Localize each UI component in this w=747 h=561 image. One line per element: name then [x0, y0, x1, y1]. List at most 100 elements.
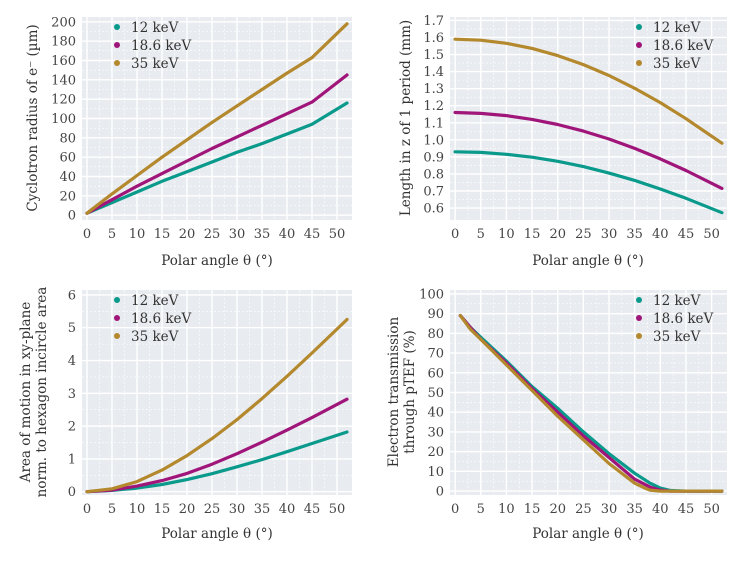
y-tick-label: 2 — [68, 420, 76, 435]
y-tick-label: 0 — [68, 209, 76, 224]
y-tick-label: 30 — [427, 425, 444, 440]
x-tick-label: 15 — [154, 502, 171, 517]
y-tick-label: 1.3 — [423, 82, 444, 97]
x-tick-label: 30 — [601, 502, 618, 517]
y-tick-label: 80 — [427, 327, 444, 342]
y-tick-label: 1.5 — [423, 48, 444, 63]
xlabel-length: Polar angle θ (°) — [532, 253, 643, 269]
y-tick-label: 70 — [427, 347, 444, 362]
xlabel-transmission: Polar angle θ (°) — [532, 526, 643, 542]
x-tick-label: 20 — [179, 227, 196, 242]
lines-length — [453, 37, 724, 215]
grid-area — [82, 290, 352, 495]
legend-marker-18.6keV — [114, 42, 120, 48]
series-line-35keV — [85, 317, 349, 494]
x-tick-label: 5 — [477, 502, 485, 517]
legend-marker-35keV — [636, 333, 642, 339]
y-tick-label: 120 — [51, 93, 76, 108]
y-tick-label: 0 — [68, 485, 76, 500]
y-tick-label: 50 — [427, 386, 444, 401]
x-tick-label: 50 — [329, 227, 346, 242]
legend-label-18.6keV: 18.6 keV — [653, 311, 714, 327]
x-tick-label: 50 — [329, 502, 346, 517]
x-tick-label: 30 — [229, 502, 246, 517]
legend-marker-12keV — [114, 24, 120, 30]
legend-cyclotron: 12 keV 18.6 keV 35 keV — [114, 20, 192, 72]
y-tick-label: 60 — [427, 366, 444, 381]
x-tick-label: 10 — [498, 227, 515, 242]
legend-marker-12keV — [114, 297, 120, 303]
y-tick-label: 0 — [436, 485, 444, 500]
series-line-12keV — [85, 101, 349, 215]
panel-length: 0 5 10 15 20 25 30 35 40 45 50 0.6 0.7 0.8 0.9 1.0 1.1 1.… — [398, 14, 727, 269]
legend-label-12keV: 12 keV — [131, 293, 179, 309]
x-tick-label: 25 — [204, 502, 221, 517]
ylabel-cyclotron: Cyclotron radius of e⁻ (µm) — [25, 24, 41, 211]
x-tick-label: 15 — [154, 227, 171, 242]
legend-marker-18.6keV — [636, 42, 642, 48]
ylabel-area-line2: norm. to hexagon incircle area — [34, 287, 50, 498]
y-tick-label: 20 — [59, 189, 76, 204]
y-tick-label: 1.2 — [423, 99, 444, 114]
plot-area-length — [450, 17, 727, 220]
x-tick-label: 15 — [524, 502, 541, 517]
x-tick-label: 45 — [304, 502, 321, 517]
legend-label-18.6keV: 18.6 keV — [131, 311, 192, 327]
ylabel-transmission-line2: through pTEF (%) — [402, 330, 418, 454]
y-tick-label: 0.9 — [423, 150, 444, 165]
y-tick-label: 1.1 — [423, 116, 444, 131]
series-line-18.6keV — [453, 110, 724, 190]
x-tick-label: 45 — [678, 227, 695, 242]
xlabel-cyclotron: Polar angle θ (°) — [161, 253, 272, 269]
y-tick-label: 5 — [68, 321, 76, 336]
y-tick-label: 1 — [68, 452, 76, 467]
x-tick-label: 40 — [652, 502, 669, 517]
panel-cyclotron: 0 5 10 15 20 25 30 35 40 45 50 0 20 40 60 80 100 120 140 16… — [25, 15, 352, 269]
y-tick-label: 1.6 — [423, 31, 444, 46]
x-tick-label: 45 — [304, 227, 321, 242]
x-tick-label: 35 — [626, 227, 643, 242]
legend-marker-35keV — [636, 60, 642, 66]
ylabel-length: Length in z of 1 period (mm) — [398, 20, 414, 216]
x-tick-label: 15 — [524, 227, 541, 242]
series-line-35keV — [453, 37, 724, 145]
y-tick-label: 1.4 — [423, 65, 444, 80]
x-tick-label: 5 — [477, 227, 485, 242]
ticks-transmission: 0 5 10 15 20 25 30 35 40 45 50 0 10 20 30 40 50 60 70 80 90 1… — [419, 287, 720, 517]
x-tick-label: 40 — [279, 227, 296, 242]
x-tick-label: 35 — [626, 502, 643, 517]
lines-transmission — [458, 314, 724, 493]
y-tick-label: 0.6 — [423, 202, 444, 217]
x-tick-label: 35 — [254, 227, 271, 242]
x-tick-label: 0 — [83, 227, 91, 242]
grid-cyclotron — [82, 17, 352, 220]
lines-cyclotron — [85, 22, 349, 215]
legend-length: 12 keV 18.6 keV 35 keV — [636, 20, 714, 72]
x-tick-label: 10 — [498, 502, 515, 517]
series-line-18.6keV — [85, 73, 349, 215]
x-tick-label: 25 — [204, 227, 221, 242]
x-tick-label: 50 — [703, 502, 720, 517]
x-tick-label: 20 — [549, 227, 566, 242]
legend-marker-18.6keV — [114, 315, 120, 321]
x-tick-label: 30 — [601, 227, 618, 242]
y-tick-label: 10 — [427, 465, 444, 480]
x-tick-label: 30 — [229, 227, 246, 242]
legend-label-18.6keV: 18.6 keV — [653, 38, 714, 54]
x-tick-label: 20 — [179, 502, 196, 517]
x-tick-label: 35 — [254, 502, 271, 517]
series-line-12keV — [453, 150, 724, 215]
x-tick-label: 0 — [83, 502, 91, 517]
y-tick-label: 4 — [68, 354, 76, 369]
ylabel-transmission-line1: Electron transmission — [386, 317, 402, 468]
y-tick-label: 90 — [427, 307, 444, 322]
ticks-length: 0 5 10 15 20 25 30 35 40 45 50 0.6 0.7 0.8 0.9 1.0 1.1 1.… — [423, 14, 720, 242]
xlabel-area: Polar angle θ (°) — [161, 526, 272, 542]
x-tick-label: 45 — [678, 502, 695, 517]
x-tick-label: 5 — [108, 227, 116, 242]
ticks-cyclotron: 0 5 10 15 20 25 30 35 40 45 50 0 20 40 60 80 100 120 140 16… — [51, 15, 345, 242]
legend-label-12keV: 12 keV — [131, 20, 179, 36]
x-tick-label: 40 — [279, 502, 296, 517]
y-tick-label: 100 — [51, 112, 76, 127]
